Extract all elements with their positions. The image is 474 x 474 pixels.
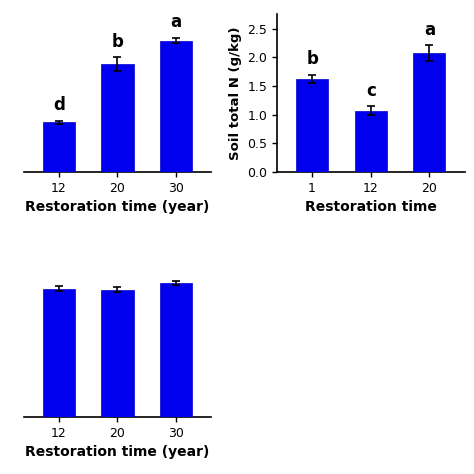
X-axis label: Restoration time (year): Restoration time (year)	[25, 446, 210, 459]
Text: d: d	[53, 96, 65, 114]
Bar	[43, 122, 75, 172]
Text: a: a	[424, 21, 435, 39]
Text: c: c	[366, 82, 376, 100]
Text: b: b	[306, 50, 318, 68]
Bar	[413, 53, 446, 172]
Y-axis label: Soil total N (g/kg): Soil total N (g/kg)	[228, 27, 242, 160]
Text: a: a	[171, 13, 182, 31]
Bar	[101, 64, 134, 172]
Bar	[296, 79, 328, 172]
X-axis label: Restoration time (year): Restoration time (year)	[25, 201, 210, 215]
Bar	[101, 290, 134, 417]
Bar	[160, 283, 192, 417]
Bar	[160, 41, 192, 172]
Text: b: b	[111, 33, 123, 51]
Bar	[355, 111, 387, 172]
Bar	[43, 289, 75, 417]
X-axis label: Restoration time: Restoration time	[305, 201, 437, 215]
